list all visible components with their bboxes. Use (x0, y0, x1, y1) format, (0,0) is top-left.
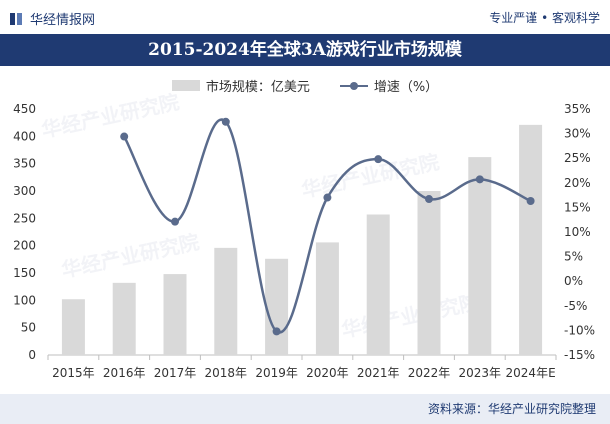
right-axis-tick-label: 5% (564, 250, 583, 264)
bar-market-size (417, 191, 441, 355)
brand: 华经情报网 (10, 9, 95, 28)
brand-name: 华经情报网 (30, 13, 96, 28)
x-axis-category-label: 2015年 (52, 366, 95, 380)
source-note: 资料来源：华经产业研究院整理 (427, 402, 596, 416)
right-axis-tick-label: 15% (564, 200, 591, 214)
legend-label-growth: 增速（%） (373, 80, 439, 95)
left-axis-tick-label: 200 (13, 239, 36, 253)
x-axis-category-label: 2019年 (255, 366, 298, 380)
bar-market-size (468, 157, 492, 355)
footer: 资料来源：华经产业研究院整理 (0, 394, 610, 424)
slogan: 专业严谨 • 客观科学 (489, 11, 600, 25)
chart-legend: 市场规模：亿美元 增速（%） (0, 76, 610, 95)
x-axis-category-label: 2018年 (205, 366, 248, 380)
growth-rate-point (475, 175, 484, 184)
left-axis-tick-label: 150 (13, 266, 36, 280)
x-axis-category-label: 2024年E (506, 366, 556, 380)
x-axis-category-label: 2016年 (103, 366, 146, 380)
right-axis-tick-label: -15% (564, 348, 595, 362)
growth-rate-point (526, 197, 535, 206)
bar-market-size (214, 247, 238, 355)
growth-rate-point (221, 117, 230, 126)
right-axis-tick-label: -5% (564, 299, 587, 313)
top-bar: 华经情报网 专业严谨 • 客观科学 (0, 0, 610, 34)
chart-title: 2015-2024年全球3A游戏行业市场规模 (0, 34, 610, 66)
chart-svg: 0 50 100 150 200 250 300 350 400 450 -15% -10% -5% 0%… (13, 102, 595, 380)
growth-rate-point (272, 327, 281, 336)
left-axis-tick-label: 100 (13, 293, 36, 307)
left-axis-tick-label: 300 (13, 184, 36, 198)
left-axis-tick-label: 250 (13, 211, 36, 225)
legend-label-market-size: 市场规模：亿美元 (205, 80, 310, 95)
growth-rate-point (120, 132, 129, 141)
bar-market-size (61, 299, 85, 355)
left-axis-tick-label: 400 (13, 129, 36, 143)
right-axis-tick-label: 20% (564, 176, 591, 190)
right-axis-tick-label: 25% (564, 151, 591, 165)
left-axis-tick-label: 450 (13, 102, 36, 116)
brand-logo-icon (10, 12, 24, 26)
left-axis-tick-label: 0 (28, 348, 36, 362)
legend-item-market-size: 市场规模：亿美元 (171, 76, 310, 95)
bar-market-size (315, 242, 339, 355)
growth-rate-point (374, 155, 383, 164)
x-axis-category-label: 2023年 (459, 366, 502, 380)
x-axis-category-label: 2021年 (357, 366, 400, 380)
x-axis-category-label: 2022年 (408, 366, 451, 380)
growth-rate-line (123, 118, 532, 334)
bar-market-size (519, 124, 543, 355)
right-axis-tick-label: -10% (564, 323, 595, 337)
left-axis-tick-label: 350 (13, 157, 36, 171)
right-axis-tick-label: 30% (564, 127, 591, 141)
right-axis-tick-label: 0% (564, 274, 583, 288)
growth-rate-point (171, 217, 179, 226)
growth-rate-point (323, 193, 332, 202)
right-axis-tick-label: 10% (564, 225, 591, 239)
legend-line-swatch (339, 80, 368, 92)
x-axis-category-label: 2020年 (306, 366, 349, 380)
bar-market-size (163, 274, 187, 355)
right-axis-tick-label: 35% (564, 102, 591, 116)
left-axis-tick-label: 50 (21, 321, 36, 335)
legend-bar-swatch (171, 80, 200, 91)
growth-rate-point (425, 195, 433, 204)
bar-market-size (112, 282, 136, 355)
bar-market-size (265, 258, 289, 355)
x-axis-category-label: 2017年 (154, 366, 197, 380)
bar-market-size (366, 214, 390, 355)
legend-item-growth: 增速（%） (339, 76, 439, 95)
